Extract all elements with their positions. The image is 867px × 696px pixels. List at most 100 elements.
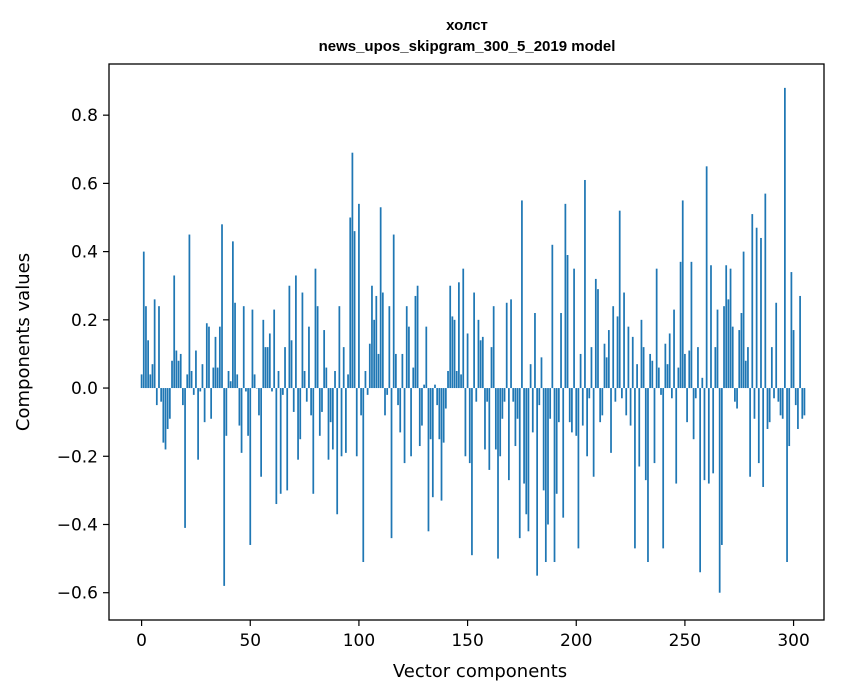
x-tick-label: 300 bbox=[777, 631, 809, 651]
bar-220 bbox=[618, 210, 621, 389]
bar-109 bbox=[377, 353, 380, 389]
bar-203 bbox=[581, 388, 584, 426]
bar-233 bbox=[647, 388, 649, 563]
bar-224 bbox=[627, 326, 630, 389]
bar-96 bbox=[349, 217, 352, 389]
bar-253 bbox=[690, 261, 693, 389]
bar-63 bbox=[277, 370, 280, 389]
bar-72 bbox=[297, 388, 299, 460]
bar-158 bbox=[484, 388, 486, 450]
bar-235 bbox=[651, 360, 654, 389]
bar-122 bbox=[405, 306, 408, 389]
bar-193 bbox=[560, 313, 562, 389]
bar-0 bbox=[140, 374, 143, 389]
bar-76 bbox=[305, 388, 308, 402]
bar-51 bbox=[251, 309, 254, 389]
bar-104 bbox=[366, 388, 369, 395]
bar-180 bbox=[531, 388, 534, 433]
bar-175 bbox=[521, 200, 523, 389]
bar-99 bbox=[355, 388, 358, 457]
bar-125 bbox=[412, 367, 415, 389]
bar-115 bbox=[390, 388, 393, 539]
bar-60 bbox=[271, 388, 273, 392]
bar-303 bbox=[799, 295, 801, 389]
bars-group bbox=[140, 87, 806, 593]
x-tick-label: 150 bbox=[451, 631, 483, 651]
plot-frame bbox=[108, 63, 825, 621]
bar-23 bbox=[190, 370, 193, 389]
bar-94 bbox=[345, 388, 347, 453]
bar-248 bbox=[679, 261, 682, 389]
bar-33 bbox=[212, 367, 215, 389]
bar-6 bbox=[153, 299, 156, 389]
bar-160 bbox=[488, 388, 491, 470]
bar-137 bbox=[438, 388, 441, 440]
bar-246 bbox=[675, 388, 678, 484]
bar-90 bbox=[336, 388, 339, 515]
bar-27 bbox=[199, 388, 202, 392]
bar-238 bbox=[657, 367, 660, 389]
bar-134 bbox=[431, 388, 434, 498]
y-tick-label: 0.2 bbox=[71, 311, 98, 331]
bar-214 bbox=[605, 357, 608, 389]
x-tick-label: 250 bbox=[669, 631, 701, 651]
bar-30 bbox=[205, 323, 208, 389]
bar-28 bbox=[201, 364, 204, 389]
bar-77 bbox=[308, 326, 310, 389]
y-tick-label: −0.6 bbox=[57, 584, 98, 604]
bar-86 bbox=[327, 388, 330, 460]
bar-228 bbox=[636, 364, 638, 389]
bar-272 bbox=[731, 326, 734, 389]
bar-113 bbox=[386, 388, 389, 395]
bar-146 bbox=[458, 282, 460, 389]
bar-89 bbox=[334, 370, 336, 389]
bar-209 bbox=[594, 278, 597, 389]
bar-301 bbox=[794, 388, 797, 406]
bar-85 bbox=[325, 367, 328, 389]
bar-4 bbox=[149, 374, 152, 389]
bar-300 bbox=[792, 330, 795, 389]
bar-68 bbox=[288, 285, 291, 389]
bar-258 bbox=[701, 377, 704, 389]
bar-267 bbox=[720, 388, 723, 545]
bar-14 bbox=[171, 360, 173, 389]
bar-149 bbox=[464, 388, 467, 457]
bar-164 bbox=[497, 388, 499, 559]
bar-280 bbox=[749, 388, 751, 477]
bar-217 bbox=[612, 306, 615, 389]
bar-8 bbox=[158, 306, 160, 389]
bar-57 bbox=[264, 347, 267, 389]
bar-42 bbox=[232, 241, 234, 389]
bar-247 bbox=[677, 367, 680, 389]
bar-252 bbox=[688, 350, 691, 389]
bar-34 bbox=[214, 336, 217, 389]
bar-118 bbox=[397, 388, 399, 406]
bar-87 bbox=[329, 388, 332, 423]
bar-227 bbox=[634, 388, 636, 549]
chart-title-line-2: news_upos_skipgram_300_5_2019 model bbox=[319, 38, 616, 55]
bar-95 bbox=[347, 374, 349, 389]
bar-73 bbox=[299, 388, 302, 440]
bar-32 bbox=[210, 388, 213, 419]
bar-156 bbox=[479, 340, 482, 389]
bar-195 bbox=[564, 203, 567, 389]
bar-237 bbox=[655, 268, 658, 389]
bar-20 bbox=[184, 388, 186, 528]
bar-128 bbox=[418, 388, 421, 447]
y-tick-label: −0.2 bbox=[57, 447, 98, 467]
bar-47 bbox=[242, 306, 245, 389]
bar-298 bbox=[788, 388, 791, 447]
bar-279 bbox=[747, 347, 749, 389]
bar-234 bbox=[649, 353, 652, 389]
bar-290 bbox=[770, 347, 773, 389]
bar-48 bbox=[245, 388, 247, 392]
bar-41 bbox=[229, 381, 232, 389]
bar-40 bbox=[227, 370, 230, 389]
bar-241 bbox=[664, 343, 667, 389]
bar-70 bbox=[292, 388, 295, 412]
bar-108 bbox=[375, 295, 378, 389]
bar-185 bbox=[542, 388, 545, 491]
bar-282 bbox=[753, 388, 756, 419]
bar-55 bbox=[260, 388, 262, 477]
